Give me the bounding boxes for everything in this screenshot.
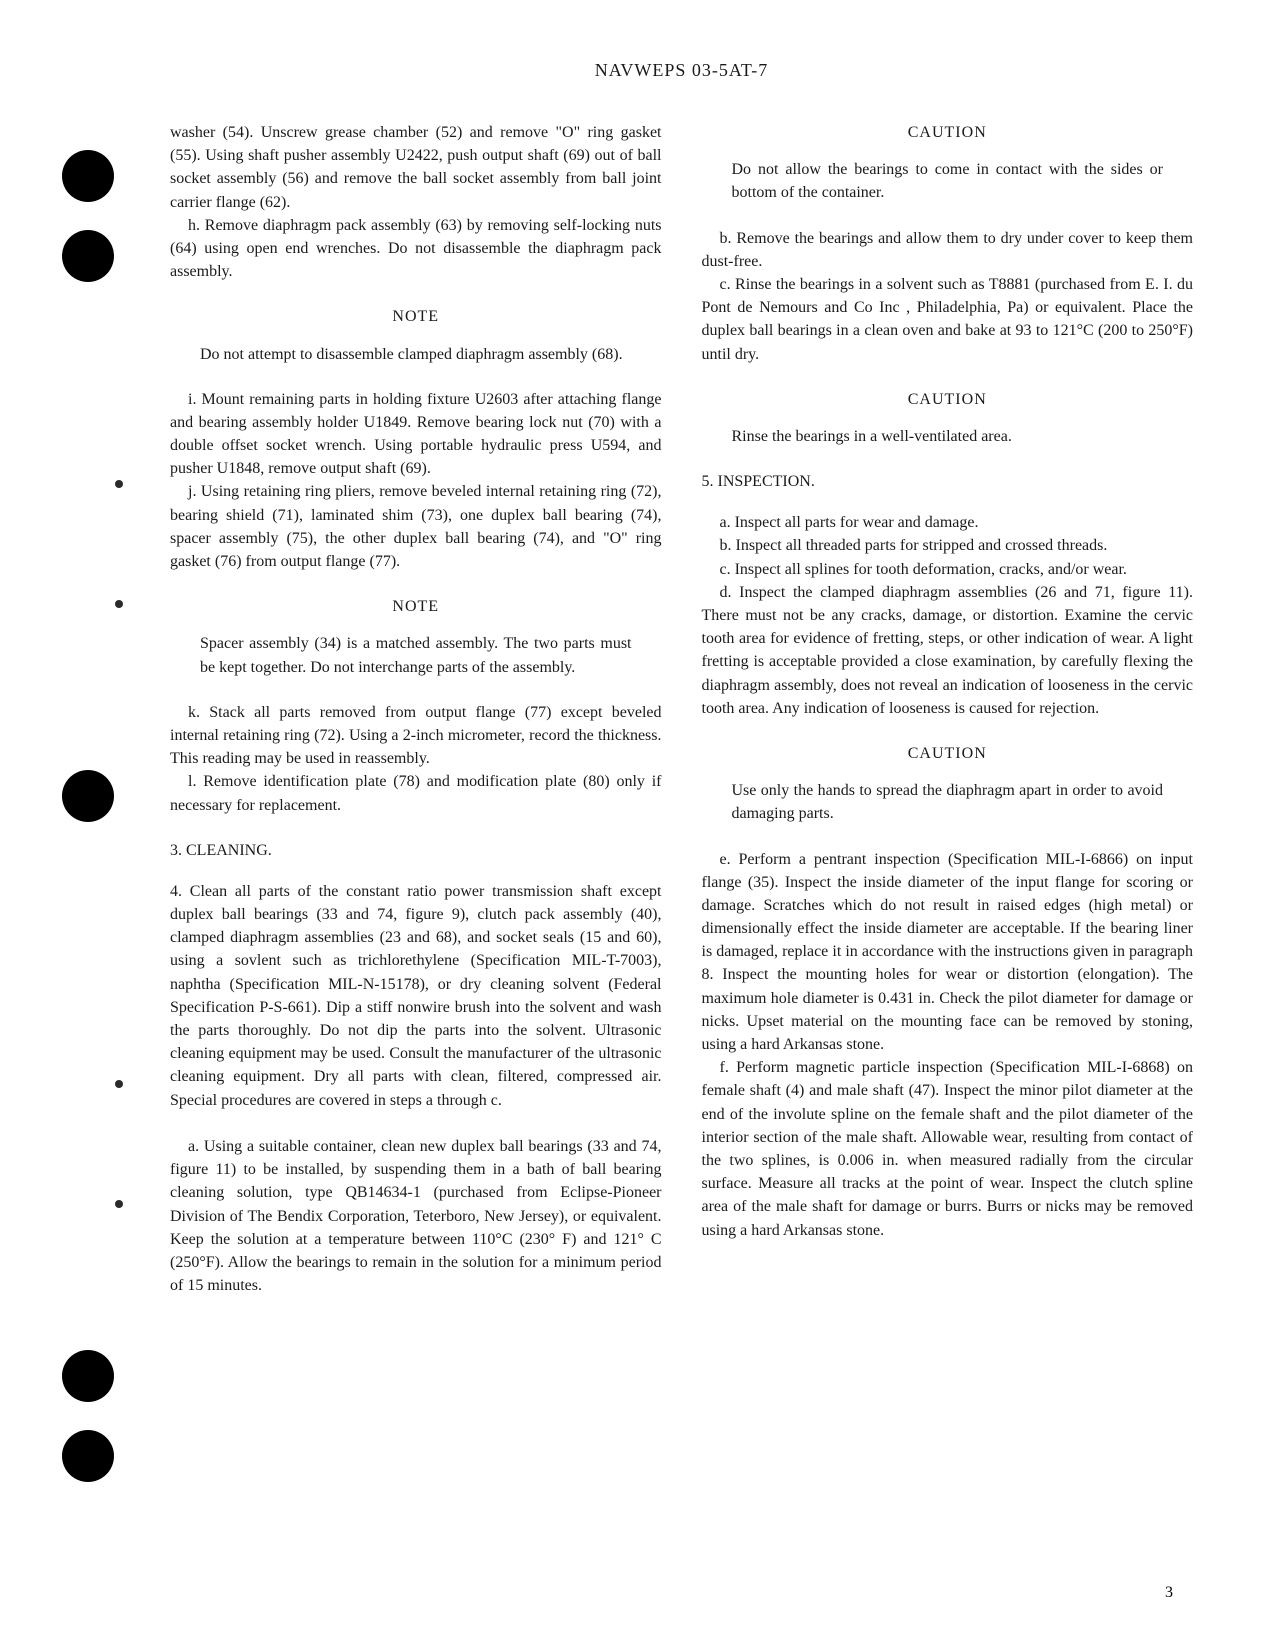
paragraph: j. Using retaining ring pliers, remove b… bbox=[170, 480, 662, 573]
note-heading: NOTE bbox=[170, 595, 662, 618]
paragraph: b. Remove the bearings and allow them to… bbox=[702, 227, 1194, 273]
caution-body: Do not allow the bearings to come in con… bbox=[702, 158, 1194, 204]
paragraph: i. Mount remaining parts in holding fixt… bbox=[170, 388, 662, 481]
right-column: CAUTION Do not allow the bearings to com… bbox=[702, 121, 1194, 1297]
binder-hole bbox=[62, 1430, 114, 1482]
paragraph: k. Stack all parts removed from output f… bbox=[170, 701, 662, 771]
paragraph: d. Inspect the clamped diaphragm assembl… bbox=[702, 581, 1194, 720]
caution-heading: CAUTION bbox=[702, 742, 1194, 765]
paragraph: h. Remove diaphragm pack assembly (63) b… bbox=[170, 214, 662, 284]
binder-hole-small bbox=[115, 1080, 123, 1088]
section-heading: 5. INSPECTION. bbox=[702, 470, 1194, 493]
binder-hole bbox=[62, 770, 114, 822]
caution-heading: CAUTION bbox=[702, 121, 1194, 144]
binder-hole-small bbox=[115, 480, 123, 488]
note-body: Do not attempt to disassemble clamped di… bbox=[170, 343, 662, 366]
caution-body: Use only the hands to spread the diaphra… bbox=[702, 779, 1194, 825]
paragraph: a. Inspect all parts for wear and damage… bbox=[702, 511, 1194, 534]
paragraph: f. Perform magnetic particle inspection … bbox=[702, 1056, 1194, 1242]
binder-hole-small bbox=[115, 1200, 123, 1208]
paragraph: c. Inspect all splines for tooth deforma… bbox=[702, 558, 1194, 581]
binder-hole bbox=[62, 150, 114, 202]
binder-hole-small bbox=[115, 600, 123, 608]
note-body: Spacer assembly (34) is a matched assemb… bbox=[170, 632, 662, 678]
paragraph: l. Remove identification plate (78) and … bbox=[170, 770, 662, 816]
binder-hole bbox=[62, 1350, 114, 1402]
caution-body: Rinse the bearings in a well-ventilated … bbox=[702, 425, 1194, 448]
paragraph: b. Inspect all threaded parts for stripp… bbox=[702, 534, 1194, 557]
paragraph: e. Perform a pentrant inspection (Specif… bbox=[702, 848, 1194, 1057]
caution-heading: CAUTION bbox=[702, 388, 1194, 411]
section-heading: 3. CLEANING. bbox=[170, 839, 662, 862]
text-columns: washer (54). Unscrew grease chamber (52)… bbox=[170, 121, 1193, 1297]
paragraph: 4. Clean all parts of the constant ratio… bbox=[170, 880, 662, 1112]
paragraph: washer (54). Unscrew grease chamber (52)… bbox=[170, 121, 662, 214]
binder-hole bbox=[62, 230, 114, 282]
note-heading: NOTE bbox=[170, 305, 662, 328]
paragraph: a. Using a suitable container, clean new… bbox=[170, 1135, 662, 1297]
left-column: washer (54). Unscrew grease chamber (52)… bbox=[170, 121, 662, 1297]
paragraph: c. Rinse the bearings in a solvent such … bbox=[702, 273, 1194, 366]
page-number: 3 bbox=[1165, 1584, 1173, 1602]
page-header: NAVWEPS 03-5AT-7 bbox=[170, 60, 1193, 81]
